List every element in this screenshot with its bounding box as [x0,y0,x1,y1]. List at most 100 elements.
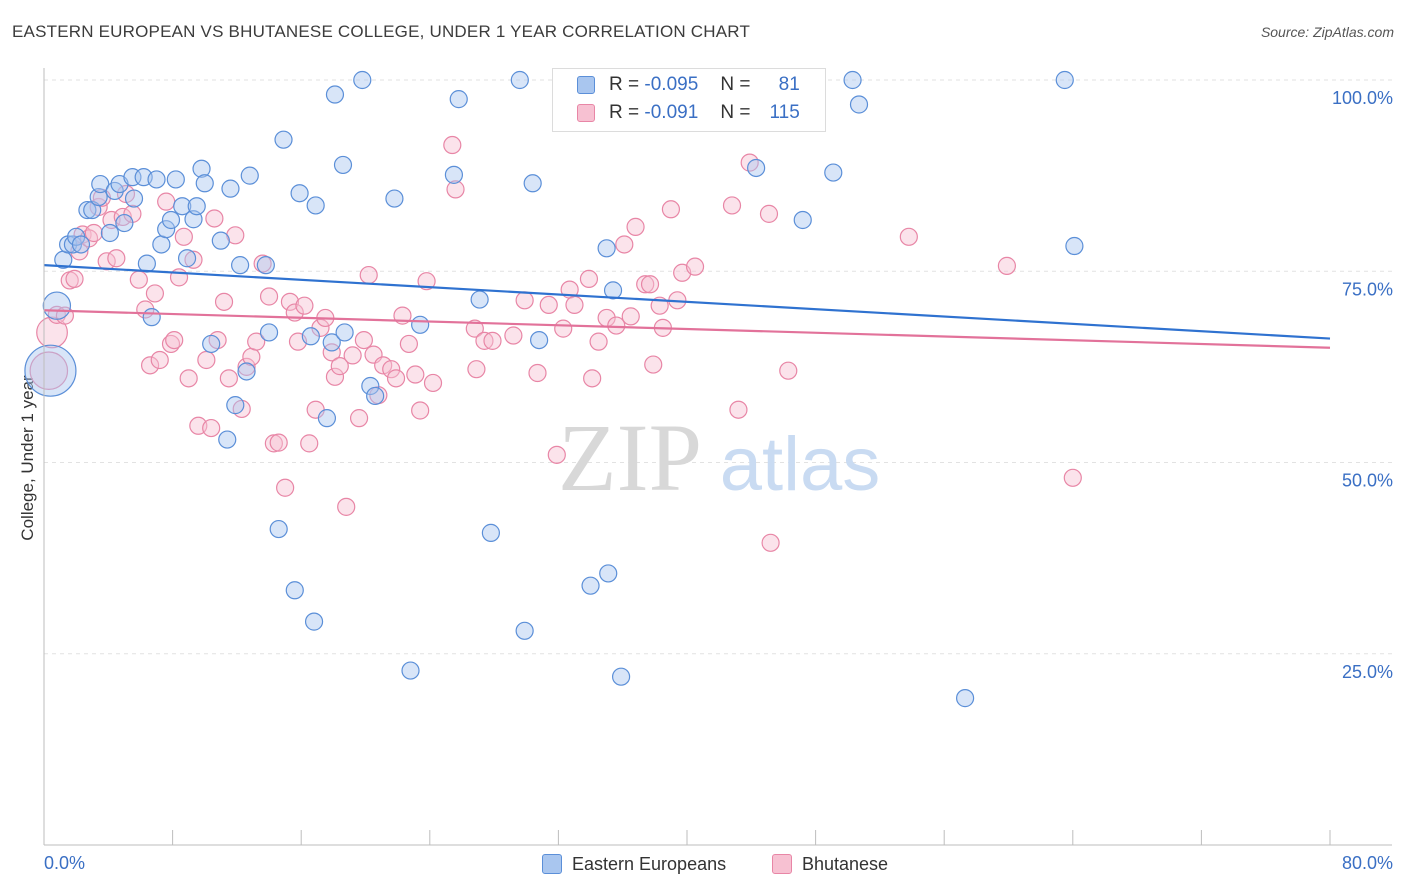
eastern-european-point [142,308,161,327]
r-label: R = [609,74,640,95]
eastern-european-point [361,376,380,396]
eastern-european-point [269,519,288,539]
eastern-european-point [824,163,843,182]
eastern-european-point [78,200,97,220]
eastern-european-point [195,174,214,193]
bhutanese-trend-line [43,309,1331,349]
eastern-european-point [747,158,766,178]
bhutanese-point [386,369,406,388]
bhutanese-point [626,217,645,236]
eastern-european-point [137,254,156,273]
bhutanese-point [406,365,425,384]
watermark-atlas: atlas [720,422,881,507]
eastern-european-point [366,386,385,406]
eastern-european-points [24,70,1084,708]
axes-layer: 25.0% 50.0% 75.0% 100.0% 0.0% 80.0% [43,68,1393,873]
bhutanese-point [247,332,266,351]
bhutanese-point [615,235,634,254]
x-tick-label: 0.0% [44,853,85,873]
bhutanese-point [343,346,362,365]
grid-layer [44,79,1392,655]
bhutanese-point [399,334,419,354]
bhutanese-point [145,284,165,303]
eastern-european-point [843,70,862,90]
stats-row-bhutanese: R = -0.091 N = 115 [577,101,800,125]
eastern-european-point [285,581,304,600]
eastern-european-point [401,661,420,680]
eastern-european-point [335,323,354,342]
bhutanese-point [443,135,462,155]
bhutanese-point [65,269,84,288]
bhutanese-point [237,357,256,376]
bhutanese-point [528,363,547,383]
eastern-european-point [173,197,192,216]
bhutanese-point [621,307,640,326]
bhutanese-point [779,361,798,380]
eastern-european-trend-line [43,264,1331,340]
bhutanese-point [467,360,486,379]
eastern-european-point [187,197,206,216]
n-value: 81 [778,74,800,95]
eastern-european-point [42,291,72,320]
bhutanese-point [729,400,748,419]
bhutanese-point [300,434,319,453]
bhutanese-point [661,200,681,219]
eastern-european-point [611,667,631,686]
bhutanese-point [997,256,1016,275]
bhutanese-point [165,331,184,350]
eastern-european-point [259,323,279,342]
n-label: N = [720,102,751,123]
bhutanese-point [129,270,148,289]
watermark: ZIP atlas [558,404,880,511]
bhutanese-point [465,319,484,338]
bhutanese-point [325,367,345,386]
bhutanese-point [295,296,314,315]
blue-swatch [577,76,595,94]
eastern-european-point [523,174,542,193]
bhutanese-point [349,409,369,428]
y-tick-label: 75.0% [1342,279,1393,299]
legend-label: Eastern Europeans [572,853,727,874]
bhutanese-point [761,533,780,552]
bhutanese-point [583,369,602,388]
eastern-european-point [192,159,211,178]
blue-swatch [542,854,562,874]
eastern-european-point [177,249,197,268]
eastern-european-point [481,523,500,542]
eastern-european-point [115,213,134,233]
source-label: Source: ZipAtlas.com [1260,24,1394,40]
eastern-european-point [444,165,464,184]
eastern-european-point [226,396,245,415]
bhutanese-point [330,357,349,376]
bhutanese-point [269,433,288,452]
bhutanese-point [259,287,279,306]
eastern-european-point [147,170,166,189]
eastern-european-point [202,334,221,354]
eastern-european-point [301,327,320,346]
n-value: 115 [769,102,800,123]
watermark-zip: ZIP [558,404,702,511]
eastern-european-point [89,187,108,207]
bhutanese-point [140,356,160,375]
bhutanese-point [214,292,234,311]
eastern-european-point [240,166,259,185]
eastern-european-point [411,315,430,334]
eastern-european-point [306,196,325,215]
eastern-european-point [385,189,404,208]
eastern-european-point [274,130,293,149]
eastern-european-point [449,90,468,109]
bhutanese-point [219,369,238,388]
eastern-european-point [91,174,110,194]
pink-swatch [772,854,792,874]
bhutanese-point [150,350,169,370]
bhutanese-point [276,478,295,497]
bhutanese-point [202,418,221,438]
eastern-european-point [793,210,812,230]
eastern-european-point [515,621,534,640]
legend-label: Bhutanese [802,853,889,874]
r-value: -0.091 [644,102,699,123]
y-tick-label: 25.0% [1342,662,1393,682]
eastern-european-point [152,235,171,254]
bhutanese-point [579,269,599,288]
eastern-european-point [325,85,345,104]
